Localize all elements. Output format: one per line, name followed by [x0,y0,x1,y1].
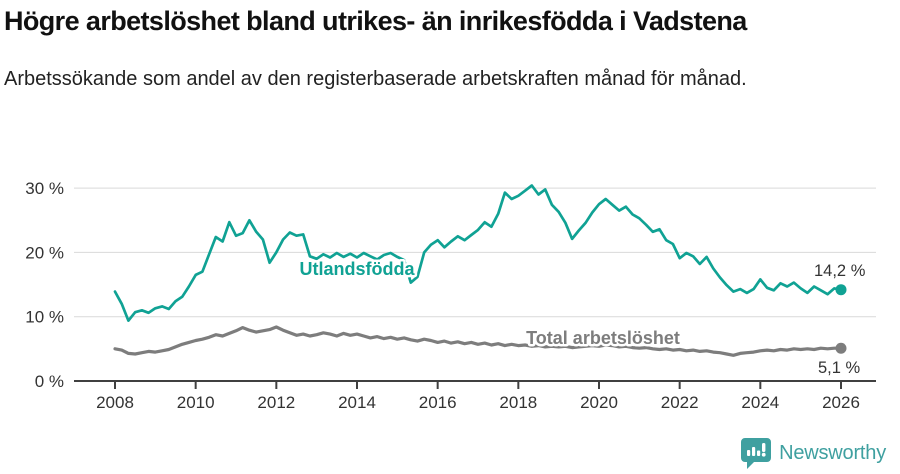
chart-subtitle: Arbetssökande som andel av den registerb… [4,68,747,90]
x-axis-tick-label: 2008 [96,393,134,412]
x-axis-tick-label: 2026 [822,393,860,412]
x-axis-tick-label: 2024 [741,393,779,412]
newsworthy-brand-text: Newsworthy [779,442,886,464]
total-line [113,325,843,357]
bar-chart-speech-bubble-icon [741,438,772,469]
series-label-total: Total arbetslöshet [526,328,680,348]
y-axis-tick-label: 10 % [25,308,64,327]
x-axis-tick-label: 2018 [499,393,537,412]
y-axis-tick-label: 30 % [25,179,64,198]
series-label-utlandsfodda: Utlandsfödda [300,259,416,279]
y-axis-tick-label: 0 % [35,372,64,391]
x-axis-tick-label: 2020 [580,393,618,412]
utlandsfodda-end-dot [835,284,847,296]
x-axis-tick-label: 2012 [257,393,295,412]
utlandsfodda-line [113,184,843,322]
chart-title: Högre arbetslöshet bland utrikes- än inr… [4,6,747,36]
utlandsfodda-end-value-label: 14,2 % [814,262,866,280]
total-end-dot [835,342,847,354]
x-axis-tick-label: 2022 [661,393,699,412]
x-axis-tick-label: 2010 [177,393,215,412]
x-axis-tick-label: 2014 [338,393,376,412]
line-chart: 0 % 10 % 20 % 30 % 2008 2010 2012 2014 2016 2018 2… [25,179,876,412]
x-axis-tick-label: 2016 [419,393,457,412]
newsworthy-logo: Newsworthy [741,437,886,470]
total-end-value-label: 5,1 % [818,359,861,377]
y-axis-tick-label: 20 % [25,243,64,262]
